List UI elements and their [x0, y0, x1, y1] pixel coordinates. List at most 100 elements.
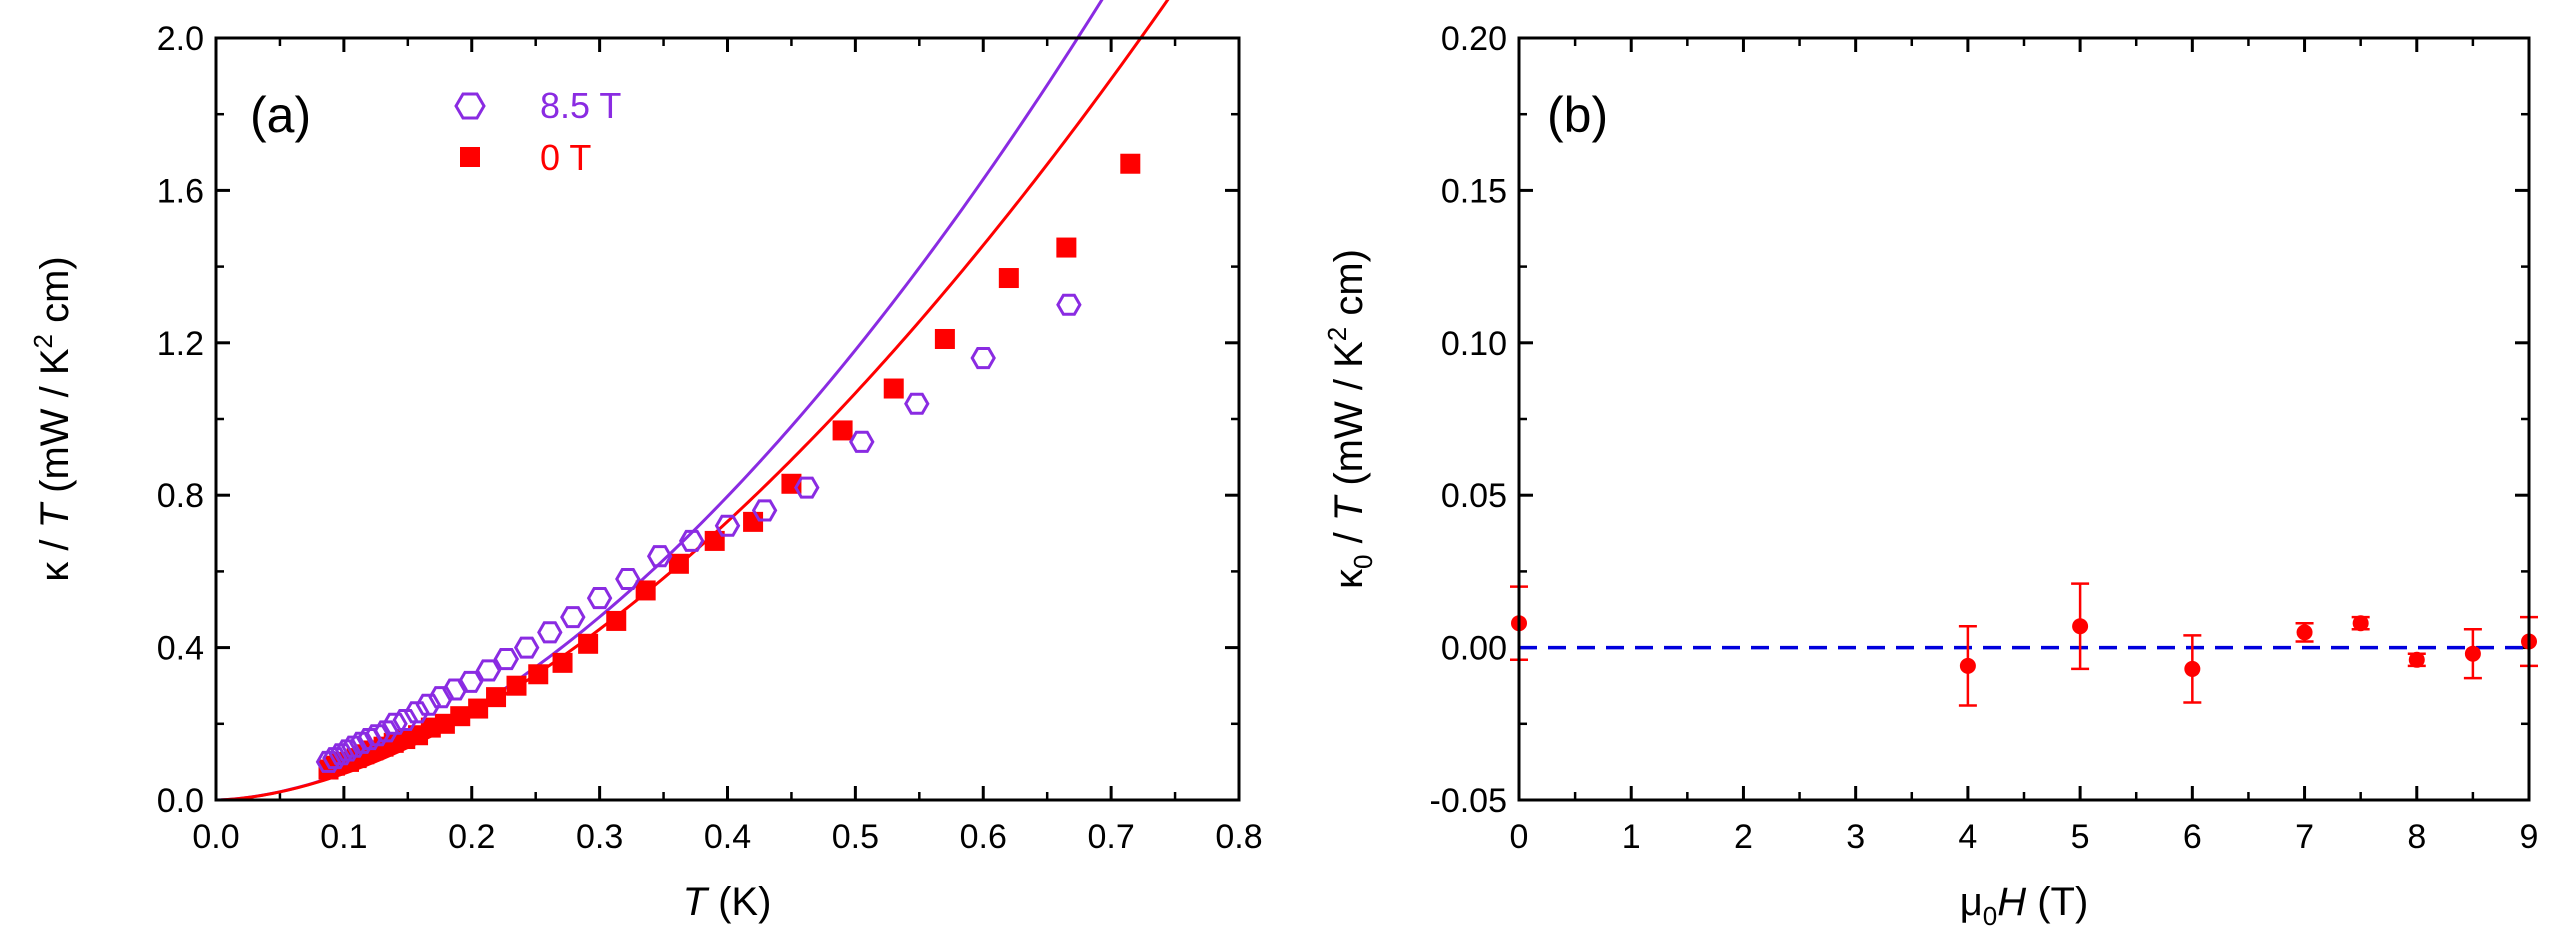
data-point-8-5T	[513, 636, 540, 659]
data-point-8-5T	[678, 529, 705, 552]
panel-a-xlabel: T (K)	[683, 880, 772, 924]
data-point-8-5T	[904, 392, 930, 415]
data-point-0T	[528, 664, 549, 685]
data-point-8-5T	[415, 693, 442, 716]
data-point-8-5T	[751, 499, 778, 522]
panel-a-points	[315, 153, 1141, 780]
data-point-8-5T	[615, 568, 641, 590]
y-tick-label: 1.6	[157, 172, 204, 210]
data-point-8-5T	[560, 606, 586, 629]
x-tick-label: 1	[1622, 818, 1641, 856]
data-point-0T	[468, 698, 489, 719]
y-tick-label: 1.2	[157, 325, 204, 363]
x-tick-label: 4	[1958, 818, 1977, 856]
x-tick-label: 0.6	[960, 818, 1007, 856]
data-point-8-5T	[970, 347, 996, 370]
x-tick-label: 0.1	[320, 818, 367, 856]
data-point-0T	[743, 511, 764, 532]
y-tick-label: 0.00	[1441, 630, 1507, 668]
data-point-8-5T	[849, 430, 875, 453]
data-marker	[2184, 660, 2201, 677]
x-tick-label: 3	[1846, 818, 1865, 856]
data-point-0T	[606, 610, 627, 631]
x-tick-label: 7	[2295, 818, 2314, 856]
data-point	[2183, 634, 2202, 704]
legend-marker-8-5T	[454, 92, 486, 120]
data-point	[2463, 628, 2482, 680]
data-point-0T	[934, 328, 955, 349]
x-tick-label: 0.2	[448, 818, 495, 856]
x-tick-label: 0.8	[1215, 818, 1262, 856]
data-point-8-5T	[714, 514, 741, 537]
data-point	[2407, 651, 2426, 668]
data-point-8-5T	[373, 720, 399, 743]
data-point-0T	[506, 675, 527, 696]
data-marker	[2464, 645, 2481, 662]
panel-b-ylabel: κ0 / T (mW / K2 cm)	[1322, 249, 1378, 589]
panel-a: 0.0 0.1 0.2 0.3 0.4 0.5 0.6 0.7 0.8 0.0 0.4 0.8 1.2 1…	[28, 0, 1263, 924]
data-point-8-5T	[404, 701, 430, 724]
x-tick-label: 0.3	[576, 818, 623, 856]
data-point-8-5T	[392, 709, 419, 731]
x-tick-label: 6	[2183, 818, 2202, 856]
data-marker	[2296, 624, 2313, 641]
data-point-8-5T	[493, 648, 520, 671]
x-tick-label: 8	[2407, 818, 2426, 856]
data-point-0T	[883, 378, 904, 399]
panel-b-frame	[1517, 36, 2531, 802]
y-tick-label: 0.05	[1441, 477, 1507, 515]
panel-b: 0 1 2 3 4 5 6 7 8 9-0.050.000.050.100.150.20 (b) …	[1322, 20, 2538, 931]
data-point-8-5T	[322, 747, 348, 770]
panel-b-ticks: 0 1 2 3 4 5 6 7 8 9 -0.05 0.00 0.05 0.10 0.15 0.20	[1430, 20, 2539, 856]
y-tick-label: -0.05	[1430, 782, 1508, 820]
x-tick-label: 9	[2520, 818, 2539, 856]
data-point-8-5T	[586, 587, 613, 610]
data-point-8-5T	[315, 750, 342, 773]
data-marker	[2408, 651, 2425, 668]
data-point-0T	[832, 420, 853, 441]
panel-a-legend: 8.5 T 0 T	[454, 85, 621, 178]
data-point-8-5T	[794, 476, 820, 499]
data-point-0T	[486, 687, 507, 708]
x-tick-label: 0.4	[704, 818, 751, 856]
fit-curve-0-T	[215, 0, 1170, 802]
y-tick-label: 0.15	[1441, 172, 1507, 210]
data-point-8-5T	[457, 670, 484, 693]
panel-a-ticks: 0.0 0.1 0.2 0.3 0.4 0.5 0.6 0.7 0.8 0.0 0.4 0.8 1.2 1…	[157, 20, 1263, 856]
x-tick-label: 0.5	[832, 818, 879, 856]
data-marker	[2072, 618, 2089, 635]
data-point-8-5T	[1056, 293, 1082, 316]
x-tick-label: 0.7	[1087, 818, 1134, 856]
y-tick-label: 0.8	[157, 477, 204, 515]
data-point	[1958, 625, 1977, 707]
data-point-0T	[1120, 153, 1141, 174]
x-tick-label: 5	[2071, 818, 2090, 856]
x-tick-label: 0.0	[192, 818, 239, 856]
data-point-0T	[635, 580, 656, 601]
legend-label-0T: 0 T	[540, 137, 591, 178]
data-point-8-5T	[646, 545, 673, 568]
fit-curve-8-5-T	[215, 0, 1104, 802]
y-tick-label: 0.0	[157, 782, 204, 820]
y-tick-label: 0.10	[1441, 325, 1507, 363]
data-point-0T	[704, 530, 725, 551]
panel-a-frame	[214, 36, 1241, 802]
legend-marker-0T	[460, 147, 480, 167]
data-point-0T	[450, 706, 471, 727]
data-point-0T	[998, 268, 1019, 289]
panel-a-fits	[215, 0, 1170, 802]
panel-a-ylabel: κ / T (mW / K2 cm)	[28, 256, 77, 582]
data-point	[2295, 621, 2314, 643]
data-point-0T	[1056, 237, 1077, 258]
data-point-0T	[552, 652, 573, 673]
y-tick-label: 0.4	[157, 630, 204, 668]
y-tick-label: 2.0	[157, 20, 204, 58]
data-point	[2071, 582, 2090, 671]
x-tick-label: 0	[1510, 818, 1529, 856]
panel-a-label: (a)	[250, 87, 311, 143]
x-tick-label: 2	[1734, 818, 1753, 856]
data-point-0T	[434, 713, 455, 734]
y-tick-label: 0.20	[1441, 20, 1507, 58]
data-marker	[1959, 657, 1976, 674]
